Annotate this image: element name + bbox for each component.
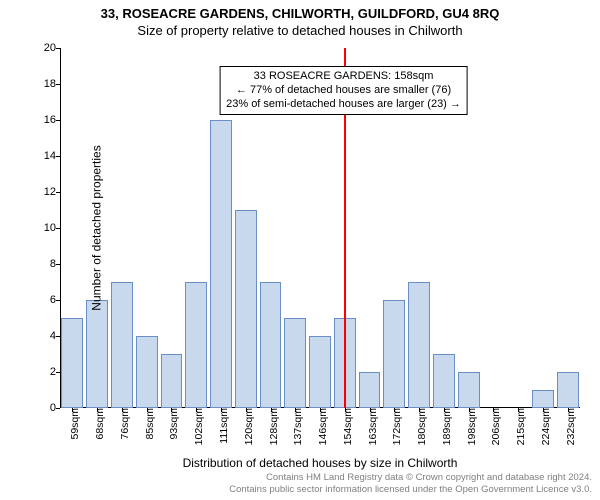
x-tick-label: 59sqm [63, 408, 81, 440]
x-tick-label: 68sqm [88, 408, 106, 440]
x-tick-label: 172sqm [385, 408, 403, 445]
footer-line2: Contains public sector information licen… [229, 484, 592, 496]
page-title: 33, ROSEACRE GARDENS, CHILWORTH, GUILDFO… [0, 0, 600, 21]
bar [383, 300, 405, 408]
plot-region: 02468101214161820 59sqm68sqm76sqm85sqm93… [60, 48, 580, 408]
x-tick-label: 224sqm [534, 408, 552, 445]
x-axis-label: Distribution of detached houses by size … [183, 456, 458, 470]
bar [408, 282, 430, 408]
y-tick-mark [56, 408, 60, 409]
bar-slot: 215sqm [506, 48, 531, 408]
bar-slot: 76sqm [110, 48, 135, 408]
bar [309, 336, 331, 408]
bar-slot: 59sqm [60, 48, 85, 408]
x-tick-label: 102sqm [187, 408, 205, 445]
bar [557, 372, 579, 408]
x-tick-label: 137sqm [286, 408, 304, 445]
x-tick-label: 85sqm [138, 408, 156, 440]
page-subtitle: Size of property relative to detached ho… [0, 21, 600, 38]
x-tick-label: 198sqm [460, 408, 478, 445]
bar [185, 282, 207, 408]
bar-slot: 224sqm [531, 48, 556, 408]
x-tick-label: 189sqm [435, 408, 453, 445]
chart-area: 02468101214161820 59sqm68sqm76sqm85sqm93… [60, 48, 580, 408]
bar-slot: 102sqm [184, 48, 209, 408]
y-axis-label: Number of detached properties [90, 145, 104, 310]
x-tick-label: 232sqm [559, 408, 577, 445]
x-tick-label: 93sqm [162, 408, 180, 440]
bar [136, 336, 158, 408]
bar-slot: 206sqm [481, 48, 506, 408]
bar [433, 354, 455, 408]
bar [86, 300, 108, 408]
bar [235, 210, 257, 408]
bar-slot: 93sqm [159, 48, 184, 408]
x-tick-label: 128sqm [262, 408, 280, 445]
bar [458, 372, 480, 408]
bar-slot: 85sqm [134, 48, 159, 408]
x-tick-label: 215sqm [509, 408, 527, 445]
bar [210, 120, 232, 408]
x-tick-label: 163sqm [361, 408, 379, 445]
bar [532, 390, 554, 408]
x-tick-label: 180sqm [410, 408, 428, 445]
x-tick-label: 111sqm [212, 408, 230, 444]
x-tick-label: 76sqm [113, 408, 131, 440]
bar [61, 318, 83, 408]
bar [161, 354, 183, 408]
footer-line1: Contains HM Land Registry data © Crown c… [229, 472, 592, 484]
annotation-line2: ← 77% of detached houses are smaller (76… [226, 84, 461, 98]
x-tick-label: 206sqm [484, 408, 502, 445]
bar-slot: 232sqm [555, 48, 580, 408]
bar [359, 372, 381, 408]
annotation-box: 33 ROSEACRE GARDENS: 158sqm ← 77% of det… [219, 66, 468, 115]
bar [111, 282, 133, 408]
annotation-line3: 23% of semi-detached houses are larger (… [226, 98, 461, 112]
bar [260, 282, 282, 408]
x-tick-label: 146sqm [311, 408, 329, 445]
bar [284, 318, 306, 408]
annotation-line1: 33 ROSEACRE GARDENS: 158sqm [226, 70, 461, 84]
x-tick-label: 120sqm [237, 408, 255, 445]
footer-attribution: Contains HM Land Registry data © Crown c… [229, 472, 592, 496]
x-tick-label: 154sqm [336, 408, 354, 445]
